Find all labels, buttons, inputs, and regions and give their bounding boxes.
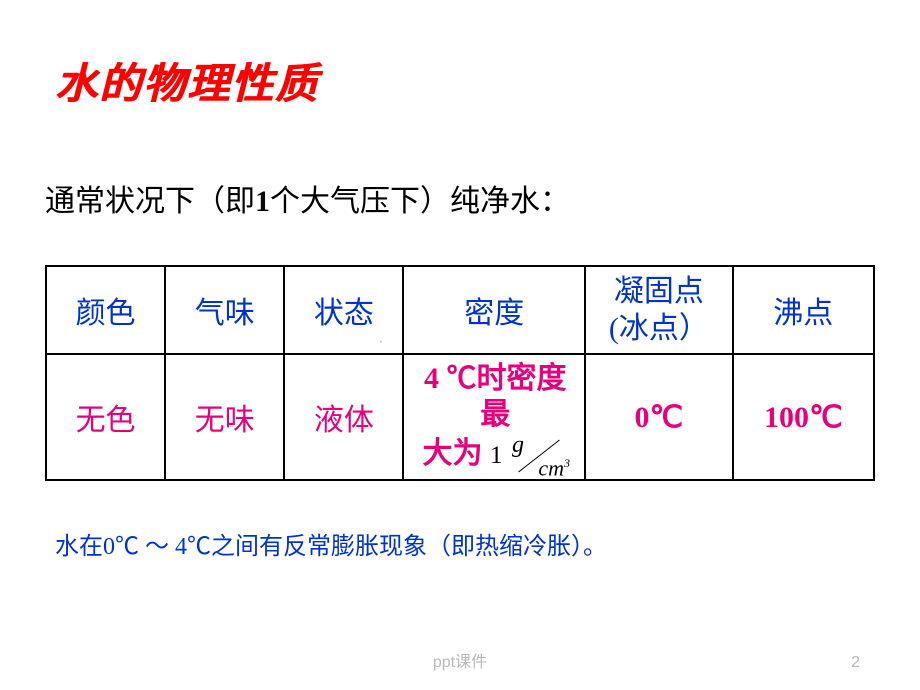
header-freeze: 凝固点 (冰点） <box>585 266 732 354</box>
slide-title: 水的物理性质 <box>55 50 875 111</box>
slide: 水的物理性质 通常状况下（即1个大气压下）纯净水： · 颜色 气味 状态 密度 … <box>0 0 920 690</box>
header-freeze-l1: 凝固点 <box>614 275 704 308</box>
header-smell: 气味 <box>165 266 284 354</box>
density-pre: 大为 <box>423 437 483 470</box>
footer-label: ppt课件 <box>0 648 920 672</box>
watermark-dot: · <box>378 333 383 351</box>
subtitle-emph: 1 <box>255 185 270 218</box>
cell-smell: 无味 <box>165 354 284 480</box>
table-row: 无色 无味 液体 4 ℃时密度最 大为 1 g cm3 0℃ 100℃ <box>46 354 874 480</box>
slide-subtitle: 通常状况下（即1个大气压下）纯净水： <box>45 176 875 220</box>
header-boil: 沸点 <box>733 266 874 354</box>
footnote: 水在0℃ ～ 4℃之间有反常膨胀现象（即热缩冷胀）。 <box>55 526 875 561</box>
density-den: cm3 <box>538 457 570 479</box>
cell-boil: 100℃ <box>733 354 874 480</box>
header-color: 颜色 <box>46 266 165 354</box>
table-header-row: 颜色 气味 状态 密度 凝固点 (冰点） 沸点 <box>46 266 874 354</box>
density-num: g <box>512 433 524 457</box>
density-den-exp: 3 <box>564 456 570 470</box>
header-state: 状态 <box>284 266 403 354</box>
cell-freeze: 0℃ <box>585 354 732 480</box>
header-freeze-l2: (冰点） <box>609 312 709 345</box>
cell-color: 无色 <box>46 354 165 480</box>
cell-density: 4 ℃时密度最 大为 1 g cm3 <box>403 354 585 480</box>
properties-table: 颜色 气味 状态 密度 凝固点 (冰点） 沸点 无色 无味 液体 4 ℃时密度最… <box>45 265 875 481</box>
subtitle-pre: 通常状况下（即 <box>45 185 255 218</box>
density-den-base: cm <box>538 455 564 480</box>
header-density: 密度 <box>403 266 585 354</box>
density-fraction: g cm3 <box>510 433 568 477</box>
cell-state: 液体 <box>284 354 403 480</box>
density-one: 1 <box>490 442 503 469</box>
subtitle-post: 个大气压下）纯净水： <box>270 185 570 218</box>
density-line1: 4 ℃时密度最 <box>424 362 567 431</box>
footer-page: 2 <box>851 654 860 672</box>
